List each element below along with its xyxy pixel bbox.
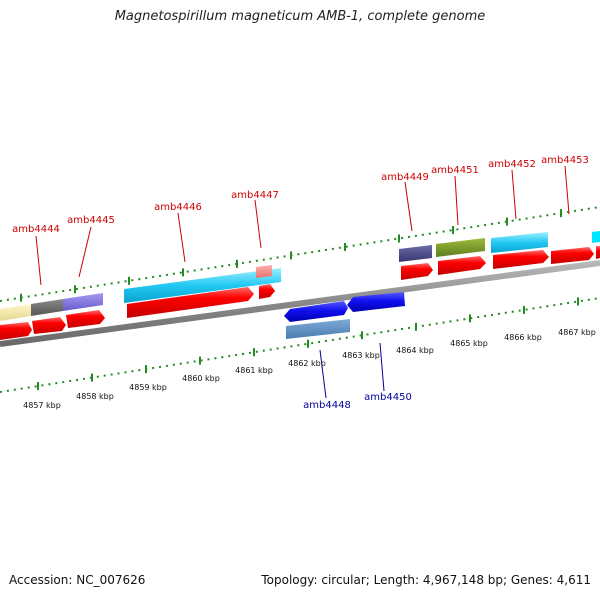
scale-label: 4862 kbp xyxy=(288,359,326,368)
cds-arrow xyxy=(259,284,275,299)
cds-arrow xyxy=(438,256,486,275)
cds-arrow xyxy=(493,250,549,269)
cds-arrow-reverse xyxy=(347,292,405,312)
cds-arrow xyxy=(401,263,433,280)
feature-khaki xyxy=(0,304,31,321)
tick-marks-lower xyxy=(37,297,579,391)
feature-amb4453 xyxy=(592,231,600,243)
cds-arrow xyxy=(596,246,600,259)
scale-label: 4865 kbp xyxy=(450,339,488,348)
feature-gray xyxy=(31,299,63,316)
genome-title: Magnetospirillum magneticum AMB-1, compl… xyxy=(114,9,486,24)
feature-amb4448 xyxy=(286,319,350,339)
scale-labels: 4857 kbp 4858 kbp 4859 kbp 4860 kbp 4861… xyxy=(23,328,596,410)
feature-amb4452 xyxy=(491,232,548,253)
accession-text: Accession: NC_007626 xyxy=(9,573,146,587)
scale-label: 4861 kbp xyxy=(235,366,273,375)
gene-label: amb4444 xyxy=(12,224,60,235)
gene-label: amb4452 xyxy=(488,159,536,170)
gene-label: amb4451 xyxy=(431,165,479,176)
genome-backbone xyxy=(0,260,600,347)
feature-amb4451 xyxy=(436,238,485,257)
gene-labels-reverse: amb4448 amb4450 xyxy=(303,392,412,411)
feature-amb4447 xyxy=(256,265,272,278)
cds-arrow xyxy=(66,310,105,328)
cds-arrow xyxy=(551,247,594,264)
leader-lines-reverse xyxy=(319,342,385,399)
scale-label: 4858 kbp xyxy=(76,392,114,401)
genome-summary-text: Topology: circular; Length: 4,967,148 bp… xyxy=(261,573,591,587)
gene-label: amb4448 xyxy=(303,400,351,411)
scale-label: 4857 kbp xyxy=(23,401,61,410)
gene-label: amb4445 xyxy=(67,215,115,226)
cds-arrow xyxy=(127,287,254,318)
scale-label: 4863 kbp xyxy=(342,351,380,360)
gene-label: amb4450 xyxy=(364,392,412,403)
cds-arrow-reverse xyxy=(284,301,348,322)
scale-label: 4859 kbp xyxy=(129,383,167,392)
scale-label: 4860 kbp xyxy=(182,374,220,383)
cds-arrow xyxy=(0,322,32,340)
tick-marks-upper xyxy=(20,209,562,302)
gene-label: amb4446 xyxy=(154,202,202,213)
cds-arrow xyxy=(32,317,66,334)
scale-label: 4867 kbp xyxy=(558,328,596,337)
gene-labels-forward: amb4444 amb4445 amb4446 amb4447 amb4449 … xyxy=(12,155,589,235)
feature-amb4445 xyxy=(63,293,103,311)
leader-lines-forward xyxy=(35,165,570,286)
scale-label: 4866 kbp xyxy=(504,333,542,342)
scale-label: 4864 kbp xyxy=(396,346,434,355)
feature-amb4449 xyxy=(399,245,432,262)
gene-label: amb4449 xyxy=(381,172,429,183)
gene-label: amb4447 xyxy=(231,190,279,201)
feature-amb4446 xyxy=(124,268,281,303)
gene-label: amb4453 xyxy=(541,155,589,166)
